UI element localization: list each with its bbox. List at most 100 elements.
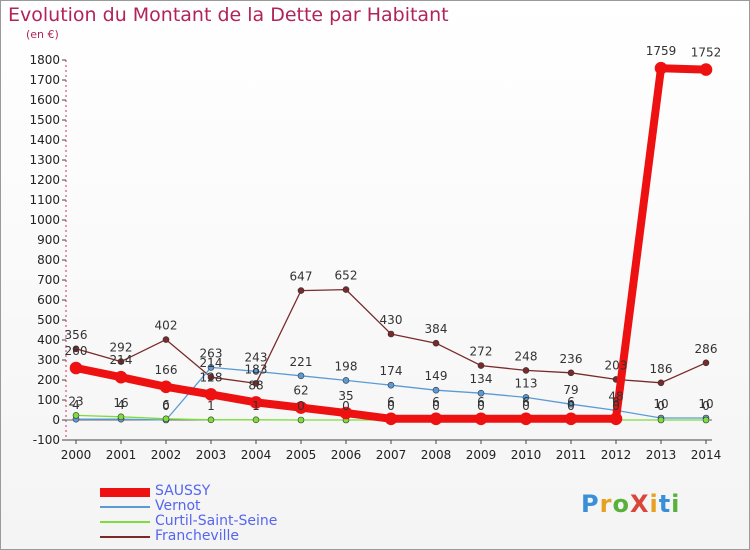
data-label-vernot: 4 <box>72 398 80 412</box>
data-label-saussy: 6 <box>612 395 620 409</box>
point-saussy <box>159 380 173 394</box>
data-label-francheville: 272 <box>470 345 493 359</box>
data-label-vernot: 174 <box>380 364 403 378</box>
data-label-saussy: 6 <box>432 395 440 409</box>
point-saussy <box>69 361 83 375</box>
point-saussy <box>384 412 398 426</box>
data-label-saussy: 1752 <box>691 46 722 60</box>
data-label-vernot: 0 <box>162 399 170 413</box>
data-label-saussy: 6 <box>522 395 530 409</box>
y-tick-label: 400 <box>37 333 60 347</box>
point-curtil-saint-seine <box>657 416 665 424</box>
data-label-saussy: 166 <box>155 363 178 377</box>
x-tick-label: 2012 <box>601 448 632 462</box>
data-label-curtil-saint-seine: 0 <box>612 399 620 413</box>
data-label-vernot: 79 <box>563 383 578 397</box>
y-tick-label: 1500 <box>29 113 60 127</box>
data-label-vernot: 149 <box>425 369 448 383</box>
data-label-curtil-saint-seine: 0 <box>387 399 395 413</box>
data-label-francheville: 236 <box>560 352 583 366</box>
data-label-vernot: 10 <box>653 397 668 411</box>
y-tick-label: 0 <box>52 413 60 427</box>
y-tick-label: 1300 <box>29 153 60 167</box>
data-label-curtil-saint-seine: 0 <box>297 399 305 413</box>
point-francheville <box>477 362 485 369</box>
point-francheville <box>297 287 305 294</box>
data-label-curtil-saint-seine: 1 <box>252 399 260 413</box>
y-tick-label: 200 <box>37 373 60 387</box>
data-label-vernot: 263 <box>200 346 223 360</box>
point-vernot <box>477 389 485 397</box>
data-label-francheville: 292 <box>110 341 133 355</box>
y-tick-label: 100 <box>37 393 60 407</box>
x-tick-label: 2001 <box>106 448 137 462</box>
point-vernot <box>207 364 215 371</box>
proxiti-logo: ProXiti <box>581 490 680 518</box>
x-tick-label: 2006 <box>331 448 362 462</box>
point-vernot <box>522 394 530 401</box>
data-label-saussy: 6 <box>477 395 485 409</box>
data-label-francheville: 186 <box>650 362 673 376</box>
y-tick-label: 800 <box>37 253 60 267</box>
logo-letter: P <box>581 490 600 518</box>
logo-letter: t <box>658 490 672 518</box>
y-tick-label: 500 <box>37 313 60 327</box>
x-tick-label: 2010 <box>511 448 542 462</box>
x-tick-label: 2014 <box>691 448 722 462</box>
x-tick-label: 2002 <box>151 448 182 462</box>
data-label-vernot: 10 <box>698 397 713 411</box>
point-vernot <box>297 372 305 380</box>
legend-label: Francheville <box>155 528 239 544</box>
data-label-francheville: 402 <box>155 319 178 333</box>
data-label-vernot: 48 <box>608 389 623 403</box>
y-tick-label: 1000 <box>29 213 60 227</box>
y-tick-label: 300 <box>37 353 60 367</box>
y-tick-label: 1400 <box>29 133 60 147</box>
point-saussy <box>339 406 353 420</box>
data-label-saussy: 88 <box>248 378 263 392</box>
data-label-saussy: 62 <box>293 384 308 398</box>
data-label-saussy: 1759 <box>646 44 677 58</box>
point-francheville <box>702 359 710 367</box>
point-vernot <box>567 400 575 408</box>
point-saussy <box>114 370 128 384</box>
point-vernot <box>432 386 440 394</box>
y-tick-label: 1200 <box>29 173 60 187</box>
data-label-vernot: 4 <box>117 398 125 412</box>
data-label-vernot: 221 <box>290 355 313 369</box>
data-label-vernot: 198 <box>335 359 358 373</box>
data-label-vernot: 134 <box>470 372 493 386</box>
data-label-francheville: 647 <box>290 270 313 284</box>
legend-label: Vernot <box>155 498 201 514</box>
x-tick-label: 2008 <box>421 448 452 462</box>
logo-letter: i <box>671 490 681 518</box>
x-tick-label: 2013 <box>646 448 677 462</box>
point-vernot <box>252 368 260 375</box>
legend-swatch <box>100 505 150 509</box>
legend-label: Curtil-Saint-Seine <box>155 513 278 529</box>
point-francheville <box>252 380 260 387</box>
data-label-curtil-saint-seine: 0 <box>432 399 440 413</box>
y-tick-label: 1100 <box>29 193 60 207</box>
data-label-francheville: 248 <box>515 349 538 363</box>
point-curtil-saint-seine <box>162 415 170 423</box>
data-label-curtil-saint-seine: 0 <box>522 399 530 413</box>
point-francheville <box>657 379 665 387</box>
data-label-francheville: 384 <box>425 322 448 336</box>
data-label-curtil-saint-seine: 0 <box>567 399 575 413</box>
data-label-francheville: 203 <box>605 358 628 372</box>
legend-label: SAUSSY <box>155 483 211 499</box>
chart-title: Evolution du Montant de la Dette par Hab… <box>8 4 449 26</box>
y-tick-label: 1700 <box>29 73 60 87</box>
data-label-vernot: 243 <box>245 350 268 364</box>
x-tick-label: 2000 <box>61 448 92 462</box>
point-saussy <box>249 396 263 409</box>
point-francheville <box>117 358 125 365</box>
data-label-francheville: 286 <box>695 342 718 356</box>
logo-letter: i <box>649 490 659 518</box>
point-saussy <box>429 412 443 426</box>
data-label-saussy: 6 <box>387 395 395 409</box>
point-saussy <box>474 412 488 426</box>
